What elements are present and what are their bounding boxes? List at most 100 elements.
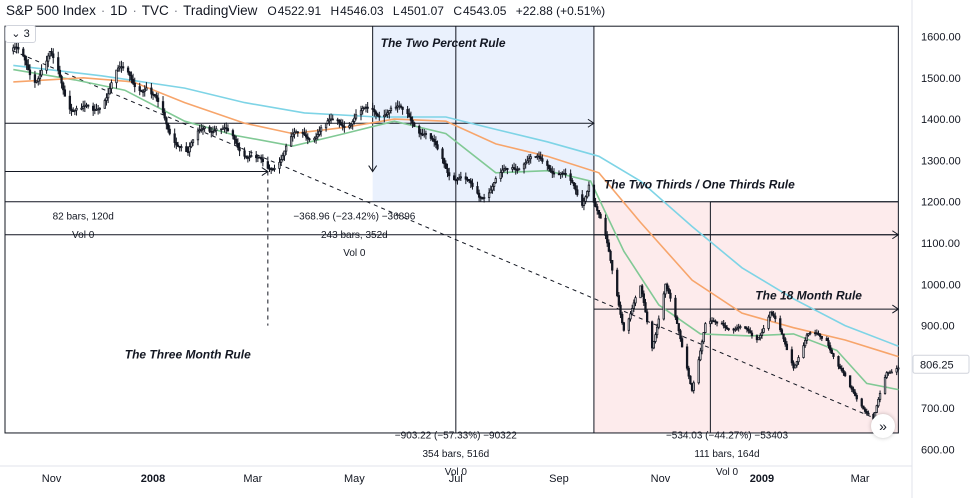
arrow-head-1 (587, 118, 595, 128)
candle-body (805, 334, 809, 341)
candle-body (832, 353, 835, 357)
candle-body (353, 117, 356, 122)
candle-body (592, 184, 596, 203)
candle-body (715, 321, 719, 324)
candle-body (476, 186, 479, 194)
candle-body (599, 213, 602, 219)
open-value: 4522.91 (277, 4, 322, 18)
candle-body (60, 75, 63, 84)
candle-body (411, 119, 414, 124)
candle-body (501, 169, 504, 173)
x-tick-label: Mar (243, 473, 262, 485)
candle-body (487, 192, 491, 198)
candle-body (37, 78, 40, 82)
candle-body (878, 392, 882, 400)
candle-body (58, 69, 62, 77)
candle-body (314, 136, 318, 139)
ohlc-values: O4522.91 H4546.03 L4501.07 C4543.05 +22.… (267, 4, 605, 18)
candle-body (394, 106, 398, 109)
candle-body (727, 328, 730, 331)
candle-body (354, 114, 358, 119)
candle-body (594, 201, 597, 208)
candle-body (804, 340, 807, 347)
candle-body (138, 86, 141, 91)
candle-body (444, 163, 447, 169)
source-label: TradingView (183, 3, 258, 18)
candle-body (176, 144, 180, 147)
candle-body (644, 302, 647, 313)
candle-body (296, 131, 299, 134)
candle-body (211, 131, 215, 134)
candle-body (877, 398, 880, 407)
indicators-collapse-button[interactable]: ⌄ 3 (5, 25, 36, 43)
low-value: 4501.07 (400, 4, 444, 18)
candle-body (448, 172, 451, 177)
measure-label: Vol 0 (343, 248, 366, 259)
candle-body (745, 327, 749, 330)
candle-body (587, 184, 591, 192)
candle-body (70, 108, 73, 112)
candle-body (689, 375, 692, 385)
candle-body (477, 192, 481, 198)
candle-body (629, 313, 632, 320)
interval-label[interactable]: 1D (110, 3, 128, 18)
candle-body (572, 182, 576, 187)
candle-body (413, 122, 416, 127)
high-label: H (330, 4, 340, 18)
candle-body (289, 136, 293, 147)
candle-body (453, 175, 456, 181)
candle-body (779, 318, 782, 331)
candle-body (517, 168, 521, 171)
scroll-to-realtime-button[interactable]: » (871, 414, 895, 438)
candle-body (802, 345, 805, 358)
symbol-name[interactable]: S&P 500 Index (6, 3, 96, 18)
candle-body (734, 328, 737, 331)
candle-body (549, 168, 552, 172)
candle-body (855, 395, 858, 400)
candle-body (281, 155, 284, 160)
x-tick-label: 2009 (750, 473, 774, 485)
candle-body (153, 94, 156, 97)
candle-body (867, 412, 870, 415)
candle-body (165, 117, 168, 125)
candle-body (524, 162, 527, 165)
candle-body (809, 332, 812, 335)
candle-body (655, 326, 659, 336)
candle-body (23, 55, 27, 61)
candle-body (331, 118, 334, 121)
candle-body (840, 367, 843, 371)
candle-body (574, 185, 577, 191)
candle-body (143, 89, 146, 92)
candle-body (291, 133, 294, 138)
candle-body (389, 107, 393, 111)
candle-body (828, 345, 832, 351)
candle-body (489, 189, 492, 194)
candle-body (512, 167, 516, 170)
candle-body (108, 88, 111, 95)
candle-body (669, 292, 672, 299)
candle-body (235, 139, 238, 144)
candle-body (98, 107, 101, 110)
y-tick-label: 1000.00 (921, 279, 961, 291)
candle-body (852, 388, 855, 393)
candle-body (161, 101, 165, 113)
candle-body (650, 321, 654, 349)
y-tick-label: 600.00 (921, 444, 955, 456)
candle-body (830, 349, 833, 354)
candle-body (725, 327, 729, 330)
candle-body (50, 51, 53, 55)
candle-body (634, 297, 637, 304)
candle-body (482, 197, 486, 199)
candle-body (895, 368, 898, 373)
chart-header: S&P 500 Index · 1D · TVC · TradingView O… (6, 3, 606, 18)
candle-body (399, 105, 403, 108)
y-tick-label: 900.00 (921, 321, 955, 333)
candle-body (273, 168, 276, 170)
candle-body (697, 359, 700, 384)
rule-title: The Two Thirds / One Thirds Rule (604, 177, 795, 191)
candle-body (471, 182, 474, 187)
candle-body (762, 328, 765, 333)
candle-body (166, 123, 170, 130)
